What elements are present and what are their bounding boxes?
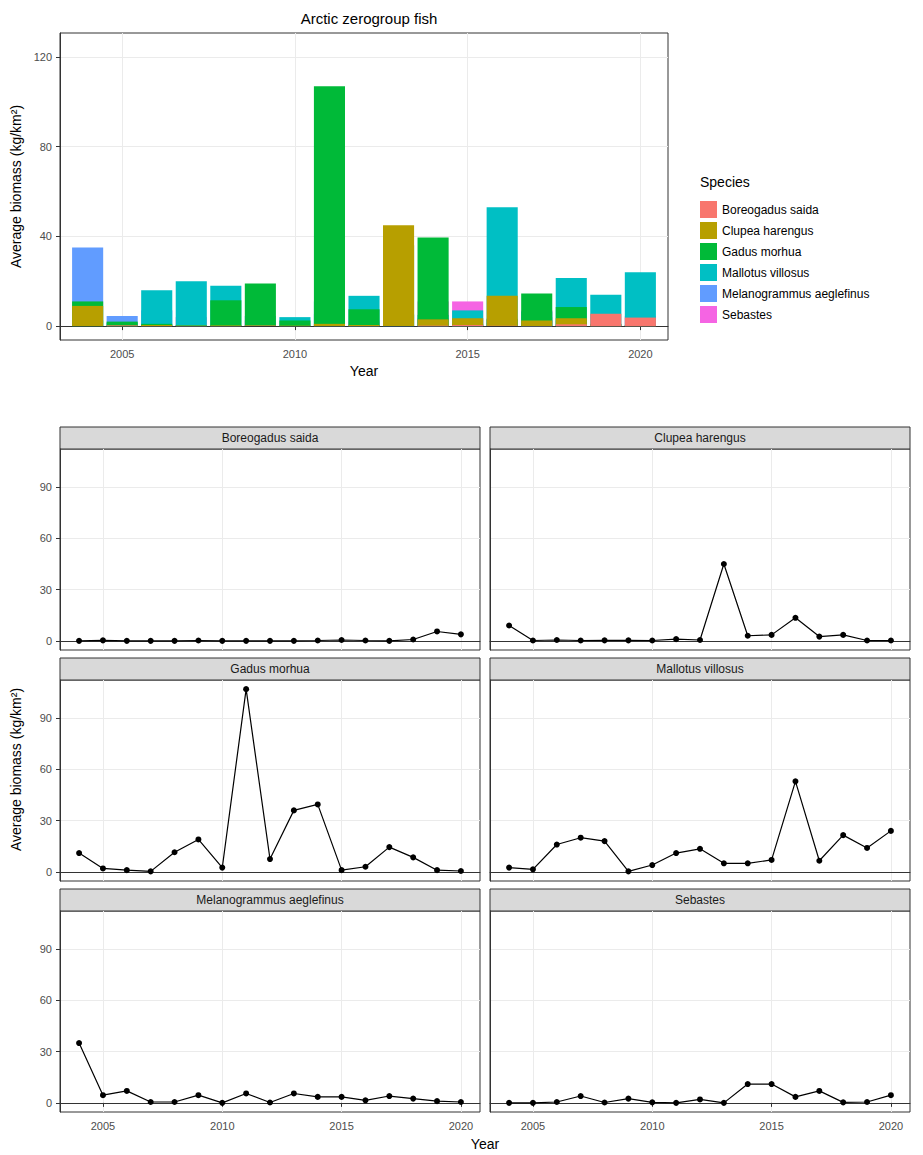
svg-text:60: 60 bbox=[40, 994, 52, 1006]
svg-text:Melanogrammus aeglefinus: Melanogrammus aeglefinus bbox=[722, 287, 869, 301]
svg-text:Clupea harengus: Clupea harengus bbox=[654, 431, 745, 445]
svg-text:2020: 2020 bbox=[879, 1120, 903, 1132]
svg-text:Sebastes: Sebastes bbox=[722, 308, 772, 322]
svg-text:Arctic zerogroup fish: Arctic zerogroup fish bbox=[301, 10, 438, 27]
svg-text:2015: 2015 bbox=[759, 1120, 783, 1132]
svg-text:0: 0 bbox=[46, 635, 52, 647]
svg-text:2010: 2010 bbox=[210, 1120, 234, 1132]
svg-text:Gadus morhua: Gadus morhua bbox=[722, 245, 802, 259]
svg-text:30: 30 bbox=[40, 584, 52, 596]
svg-text:2010: 2010 bbox=[640, 1120, 664, 1132]
svg-text:0: 0 bbox=[46, 320, 52, 332]
svg-text:30: 30 bbox=[40, 815, 52, 827]
svg-text:2015: 2015 bbox=[455, 348, 479, 360]
svg-text:120: 120 bbox=[34, 51, 52, 63]
svg-text:2005: 2005 bbox=[91, 1120, 115, 1132]
svg-text:Sebastes: Sebastes bbox=[675, 893, 725, 907]
svg-text:Boreogadus saida: Boreogadus saida bbox=[222, 431, 319, 445]
svg-text:0: 0 bbox=[46, 1097, 52, 1109]
svg-text:2005: 2005 bbox=[110, 348, 134, 360]
svg-text:60: 60 bbox=[40, 532, 52, 544]
svg-text:90: 90 bbox=[40, 943, 52, 955]
svg-text:Gadus morhua: Gadus morhua bbox=[230, 662, 310, 676]
svg-text:Mallotus villosus: Mallotus villosus bbox=[656, 662, 743, 676]
svg-text:60: 60 bbox=[40, 763, 52, 775]
svg-text:Species: Species bbox=[700, 174, 750, 190]
svg-text:90: 90 bbox=[40, 481, 52, 493]
svg-text:Clupea harengus: Clupea harengus bbox=[722, 224, 813, 238]
svg-text:30: 30 bbox=[40, 1046, 52, 1058]
svg-text:2020: 2020 bbox=[628, 348, 652, 360]
svg-text:2005: 2005 bbox=[521, 1120, 545, 1132]
svg-text:0: 0 bbox=[46, 866, 52, 878]
svg-text:Melanogrammus aeglefinus: Melanogrammus aeglefinus bbox=[196, 893, 343, 907]
svg-text:90: 90 bbox=[40, 712, 52, 724]
svg-text:Year: Year bbox=[471, 1136, 500, 1152]
svg-text:Mallotus villosus: Mallotus villosus bbox=[722, 266, 809, 280]
svg-text:Average biomass (kg/km²): Average biomass (kg/km²) bbox=[8, 105, 24, 268]
svg-text:Average biomass (kg/km²): Average biomass (kg/km²) bbox=[8, 688, 24, 851]
svg-text:40: 40 bbox=[40, 230, 52, 242]
svg-text:2010: 2010 bbox=[283, 348, 307, 360]
svg-text:Year: Year bbox=[350, 363, 379, 379]
svg-text:2020: 2020 bbox=[449, 1120, 473, 1132]
svg-text:2015: 2015 bbox=[329, 1120, 353, 1132]
svg-text:Boreogadus saida: Boreogadus saida bbox=[722, 203, 819, 217]
svg-text:80: 80 bbox=[40, 141, 52, 153]
